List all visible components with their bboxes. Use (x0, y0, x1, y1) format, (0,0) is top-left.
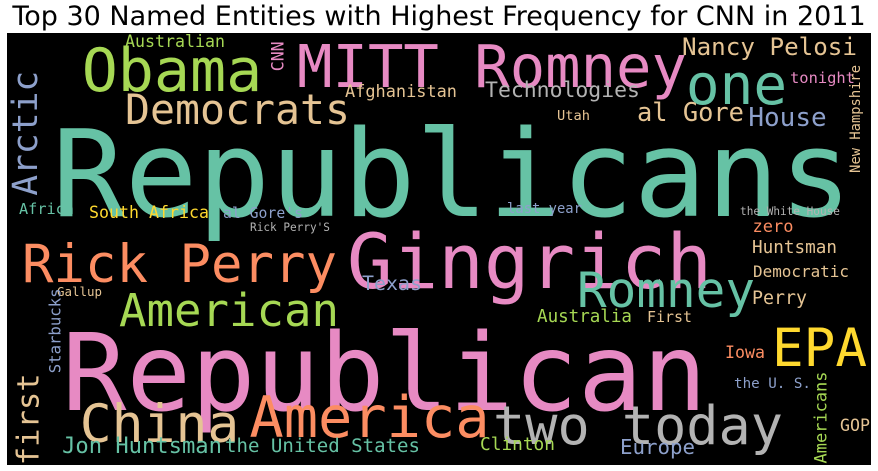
word-american: American (119, 284, 339, 338)
word-first: first (11, 373, 47, 465)
word-africa: Africa (19, 199, 74, 218)
word-new-hampshire: New Hampshire (848, 65, 865, 173)
word-america: America (249, 385, 490, 451)
word-al-gore: al Gore (637, 97, 744, 128)
word-cloud-canvas: Republicans Republican Gingrich MITT Romney… (7, 33, 871, 465)
word-huntsman: Huntsman (752, 238, 837, 259)
word-china: China (79, 394, 240, 455)
word-texas: Texas (362, 272, 422, 296)
word-the-u-s: the U. S. (734, 375, 811, 392)
word-cnn: CNN (268, 41, 288, 71)
word-clinton: Clinton (480, 433, 555, 455)
word-nancy-pelosi: Nancy Pelosi (682, 33, 857, 61)
word-afghanistan: Afghanistan (345, 80, 457, 101)
word-australian: Australian (125, 33, 225, 51)
word-south-africa: South Africa (89, 202, 209, 222)
word-iowa: Iowa (725, 342, 765, 362)
word-romney: Romney (577, 261, 755, 320)
word-republicans: Republicans (52, 105, 852, 246)
word-republican: Republican (62, 312, 707, 437)
word-house: House (748, 103, 827, 133)
word-gallup: Gallup (57, 283, 102, 299)
word-epa: EPA (772, 318, 867, 380)
word-tonight: tonight (790, 68, 855, 87)
chart-title: Top 30 Named Entities with Highest Frequ… (12, 1, 866, 32)
word-jon-huntsman: Jon Huntsman (62, 432, 222, 459)
word-al-gore-s: al Gore's (223, 205, 303, 223)
word-gop: GOP (840, 416, 870, 436)
word-australia: Australia (537, 307, 632, 328)
word-zero: zero (752, 217, 794, 237)
word-starbucks: Starbucks (45, 288, 65, 373)
word-the-united-states: the United States (225, 434, 420, 457)
word-technologies: Technologies (485, 78, 640, 104)
word-obama: Obama (81, 36, 263, 106)
word-rick-perry-s: Rick Perry'S (250, 221, 330, 235)
word-democratic: Democratic (753, 262, 849, 282)
word-mitt-romney: MITT Romney (297, 33, 687, 101)
word-the-white-house: the White House (740, 204, 840, 218)
word-rick-perry: Rick Perry (22, 234, 337, 296)
word-americans: Americans (811, 371, 832, 463)
word-gingrich: Gingrich (347, 218, 712, 307)
word-first: First (647, 307, 692, 326)
word-utah: Utah (557, 108, 590, 125)
word-perry: Perry (752, 287, 807, 309)
word-two-today: two today (493, 393, 783, 457)
word-democrats: Democrats (125, 84, 350, 134)
word-europe: Europe (620, 434, 695, 459)
word-one: one (685, 53, 788, 118)
word-last-year: last year (507, 200, 582, 217)
word-arctic: Arctic (7, 71, 47, 196)
